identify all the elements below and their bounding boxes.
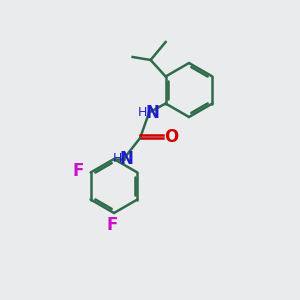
Text: F: F xyxy=(107,216,118,234)
Text: H: H xyxy=(112,152,122,166)
Text: N: N xyxy=(120,150,134,168)
Text: O: O xyxy=(164,128,178,146)
Text: H: H xyxy=(138,106,147,119)
Text: F: F xyxy=(72,162,84,180)
Text: N: N xyxy=(145,103,159,122)
